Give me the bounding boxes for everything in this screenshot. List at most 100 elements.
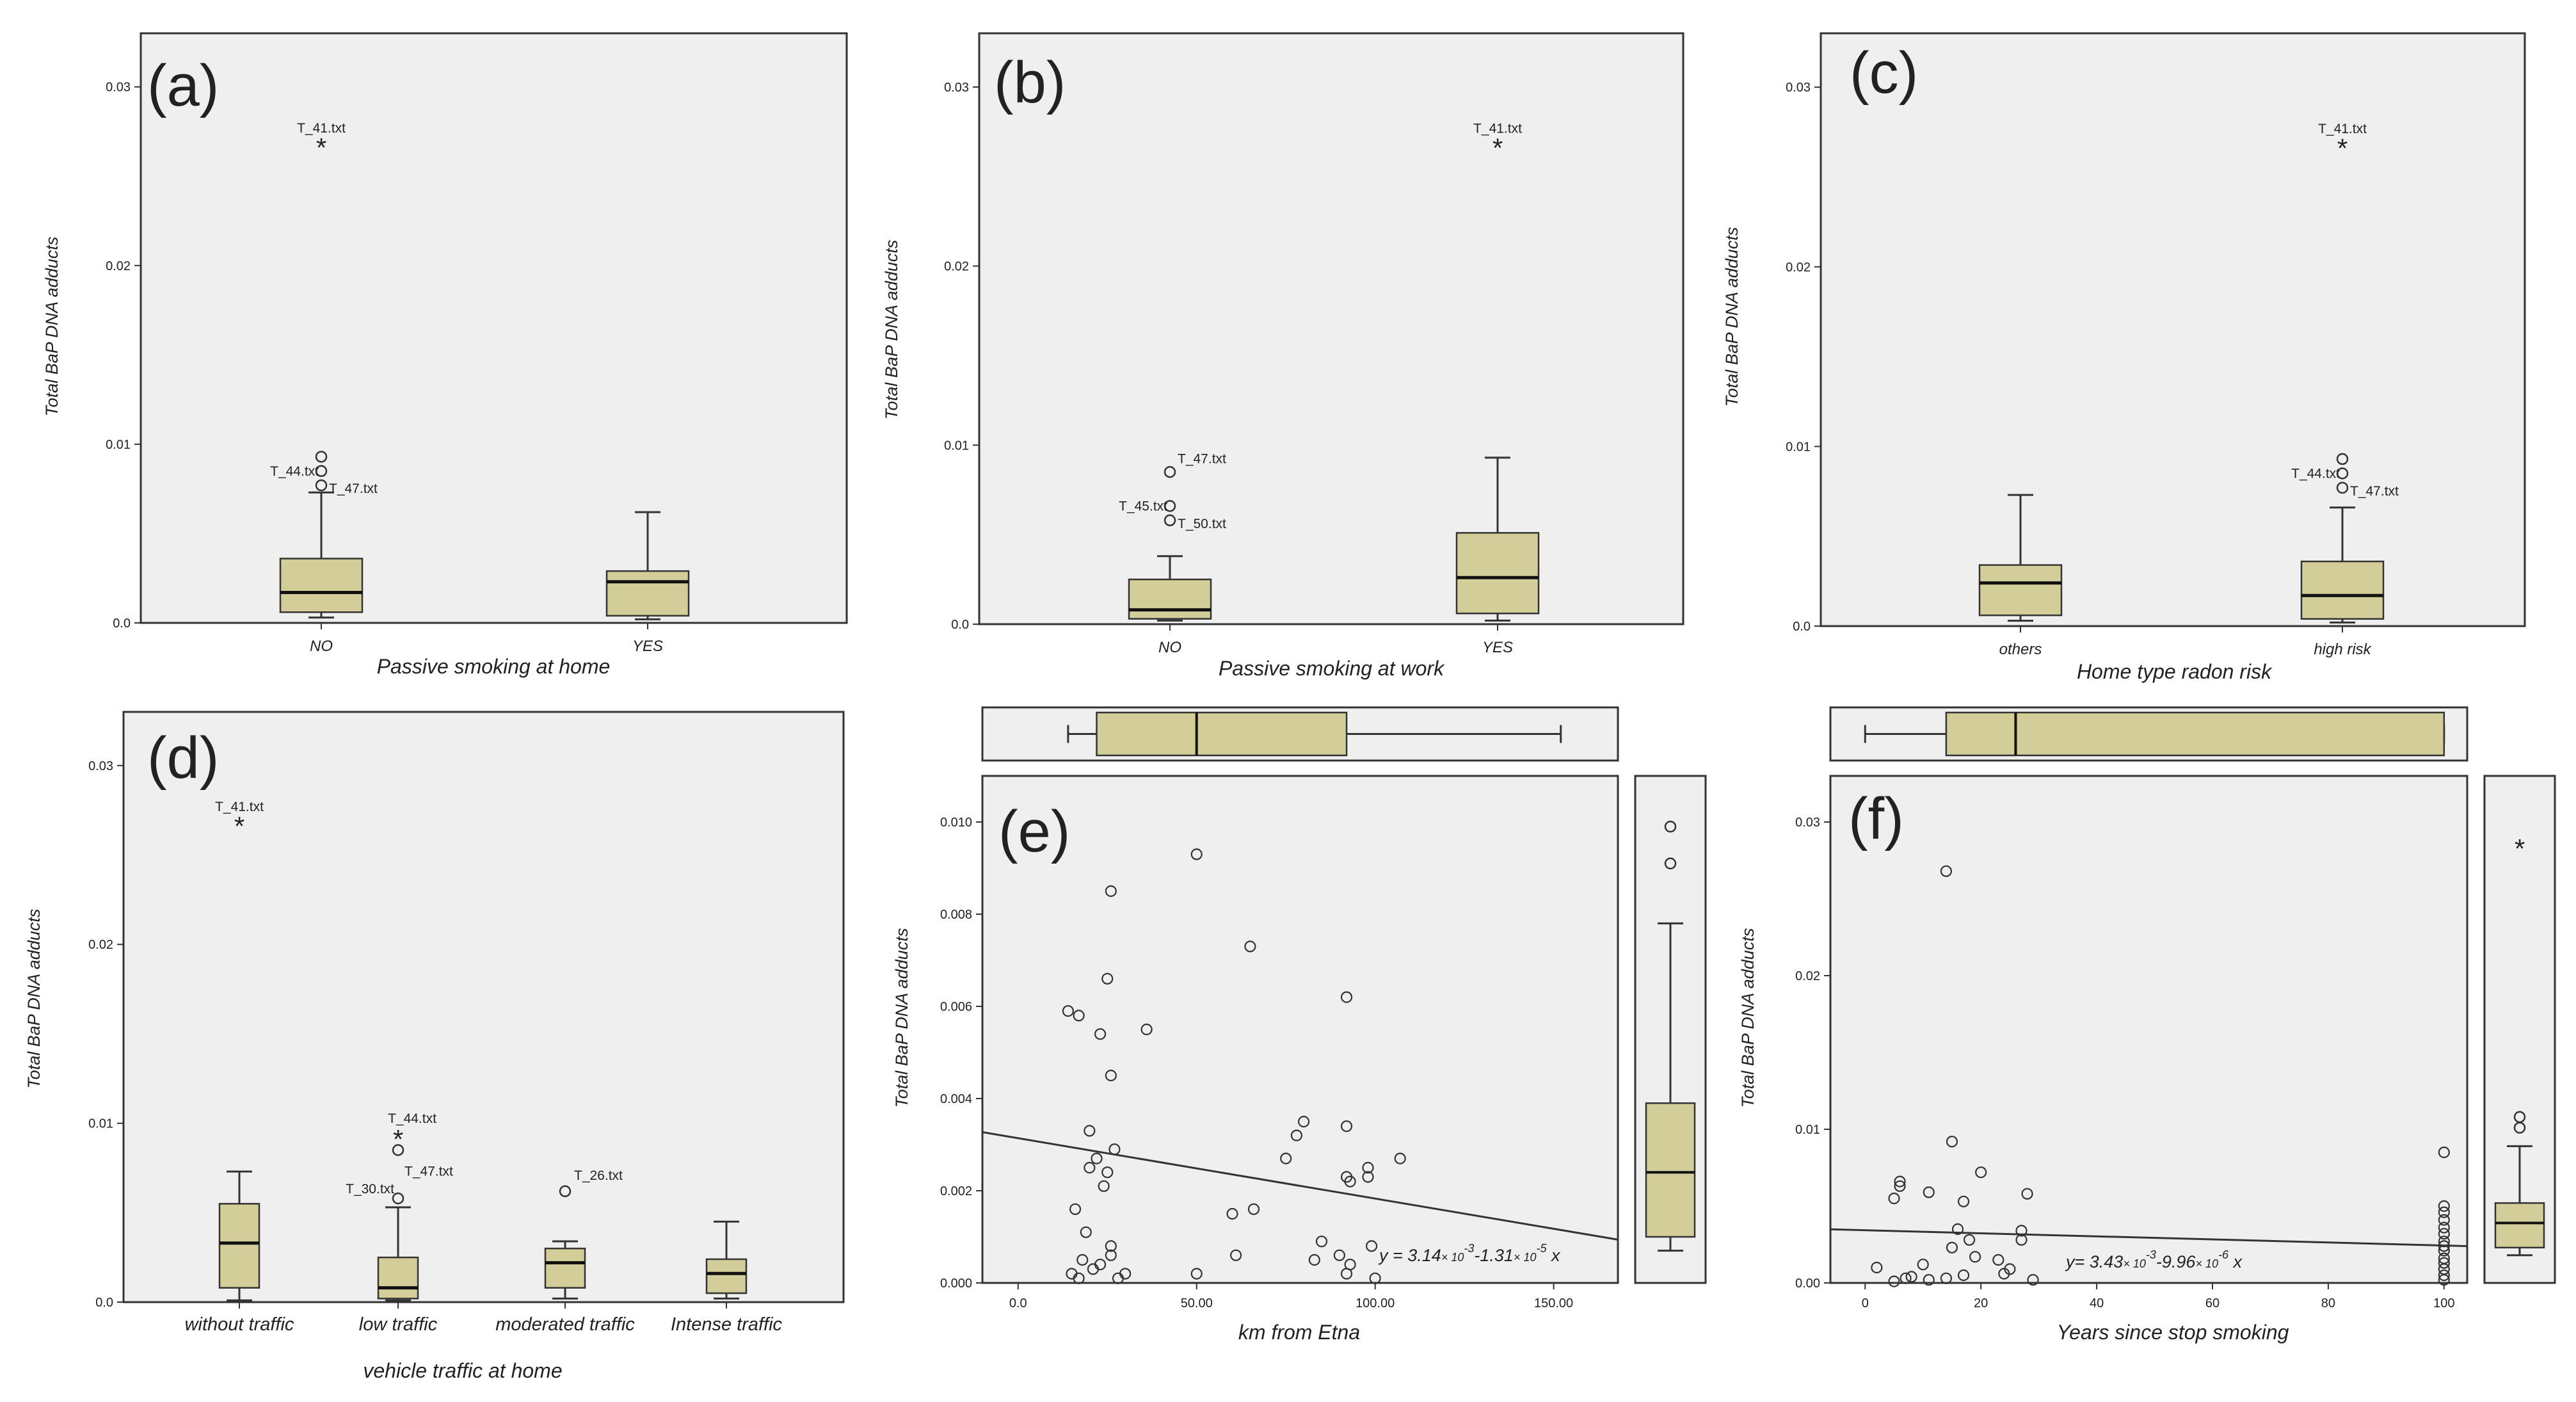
box-2-iqr-box (544, 1247, 586, 1289)
data-point (2438, 1269, 2450, 1282)
category-label: YES (1482, 639, 1513, 656)
panel-label: (d) (147, 725, 219, 791)
data-point (1362, 1161, 1374, 1174)
data-point (1076, 1253, 1089, 1266)
panel-label: (b) (994, 50, 1066, 115)
data-point (1333, 1249, 1345, 1261)
y-tick-label: 0.008 (940, 908, 972, 922)
data-point (1105, 1249, 1117, 1261)
data-point (1365, 1240, 1378, 1252)
data-point (1888, 1275, 1900, 1287)
data-point (1940, 1272, 1953, 1284)
panel-label: (a) (147, 53, 219, 118)
outlier-label: T_41.txt (215, 800, 264, 814)
y-axis-label: Total BaP DNA adducts (24, 909, 44, 1089)
y-tick-label: 0.03 (106, 81, 131, 95)
equation-part: x (2228, 1252, 2243, 1271)
plot-area (981, 775, 1619, 1284)
x-tick-label: 80 (2321, 1296, 2335, 1310)
data-point (2438, 1206, 2450, 1218)
outlier-0-extreme-marker: * (316, 133, 326, 163)
y-tick-label: 0.0 (113, 616, 131, 631)
equation-part: × 10 (2123, 1257, 2146, 1270)
outlier-label: T_41.txt (1473, 121, 1522, 136)
data-point (1105, 1240, 1117, 1252)
box-0-iqr-box (218, 1203, 260, 1289)
outlier-2-outlier-marker (1164, 500, 1176, 512)
data-point (2438, 1200, 2450, 1213)
x-tick-label: 100.00 (1356, 1296, 1395, 1310)
data-point (1073, 1010, 1085, 1022)
category-label: NO (310, 638, 333, 655)
outlier-label: T_41.txt (297, 121, 346, 136)
box-0-iqr-box (1978, 564, 2063, 616)
panel-b: 0.0 0.01 0.02 0.03 (b) NO YES *T_41.txt T_47.txt… (882, 32, 1684, 680)
equation-part: × 10 (1441, 1251, 1464, 1264)
y-tick-label: 0.002 (940, 1184, 972, 1198)
y-tick-label: 0.02 (944, 260, 969, 274)
data-point (1992, 1253, 2004, 1266)
x-axis-label: Home type radon risk (2077, 660, 2273, 683)
data-point (1315, 1236, 1328, 1248)
data-point (1940, 865, 1953, 877)
data-point (1340, 1120, 1353, 1132)
panel-d: 0.0 0.01 0.02 0.03 (d) without traffic low tra… (24, 711, 845, 1382)
panel-label: (f) (1848, 786, 1904, 851)
data-point (1905, 1271, 1917, 1283)
x-tick-label: 20 (1974, 1296, 1988, 1310)
data-point (1369, 1272, 1381, 1284)
data-point (1963, 1234, 1976, 1246)
box-1-iqr-box (377, 1256, 419, 1300)
data-point (1084, 1161, 1096, 1174)
panel-e: 0.000 0.002 0.004 0.006 0.008 0.010 0.0 50.00 10… (892, 706, 1707, 1344)
data-point (1290, 1129, 1303, 1141)
data-point (1091, 1152, 1103, 1164)
fit-line (1830, 1228, 2468, 1248)
data-point (1247, 1203, 1260, 1215)
data-point (1923, 1186, 1935, 1198)
data-point (2021, 1188, 2033, 1200)
data-point (1112, 1272, 1124, 1284)
outlier-label: T_44.txt (388, 1111, 436, 1126)
data-point (1394, 1152, 1406, 1164)
data-point (1946, 1136, 1958, 1148)
outlier-label: T_30.txt (346, 1182, 394, 1197)
data-point (1894, 1180, 1906, 1192)
outlier-2-outlier-marker (392, 1144, 404, 1156)
outlier-label: T_44.txt (270, 464, 319, 479)
outlier-3-outlier-marker (2336, 481, 2349, 494)
data-point (2015, 1225, 2028, 1237)
data-point (1069, 1203, 1082, 1215)
data-point (2438, 1257, 2450, 1269)
data-point (1888, 1192, 1900, 1205)
data-point (1957, 1195, 1970, 1207)
y-tick-label: 0.01 (1795, 1123, 1820, 1137)
y-tick-label: 0.03 (88, 759, 113, 773)
category-label: low traffic (359, 1314, 438, 1335)
outlier-1-outlier-marker (1164, 466, 1176, 478)
equation-part: -3 (2146, 1248, 2156, 1261)
side-outlier-marker (1664, 820, 1677, 833)
outlier-2-outlier-marker (315, 465, 328, 478)
equation-part: y = 3.14 (1378, 1246, 1441, 1265)
y-tick-label: 0.004 (940, 1092, 972, 1106)
x-tick-label: 100 (2433, 1296, 2454, 1310)
data-point (1340, 1268, 1353, 1280)
data-point (2438, 1274, 2450, 1286)
x-axis-label: Years since stop smoking (2057, 1321, 2289, 1344)
equation-part: -5 (1536, 1242, 1547, 1255)
data-point (1105, 885, 1117, 898)
equation-part: -3 (1464, 1242, 1474, 1255)
data-point (1871, 1261, 1883, 1274)
outlier-1-outlier-marker (2336, 453, 2349, 465)
fit-line (982, 1131, 1619, 1241)
data-point (2438, 1214, 2450, 1226)
outlier-label: T_41.txt (2318, 122, 2367, 136)
data-point (1957, 1269, 1970, 1282)
data-point (1362, 1171, 1374, 1183)
category-label: YES (632, 638, 663, 655)
data-point (2438, 1228, 2450, 1240)
x-axis-label: km from Etna (1238, 1321, 1360, 1344)
data-point (1297, 1115, 1310, 1128)
